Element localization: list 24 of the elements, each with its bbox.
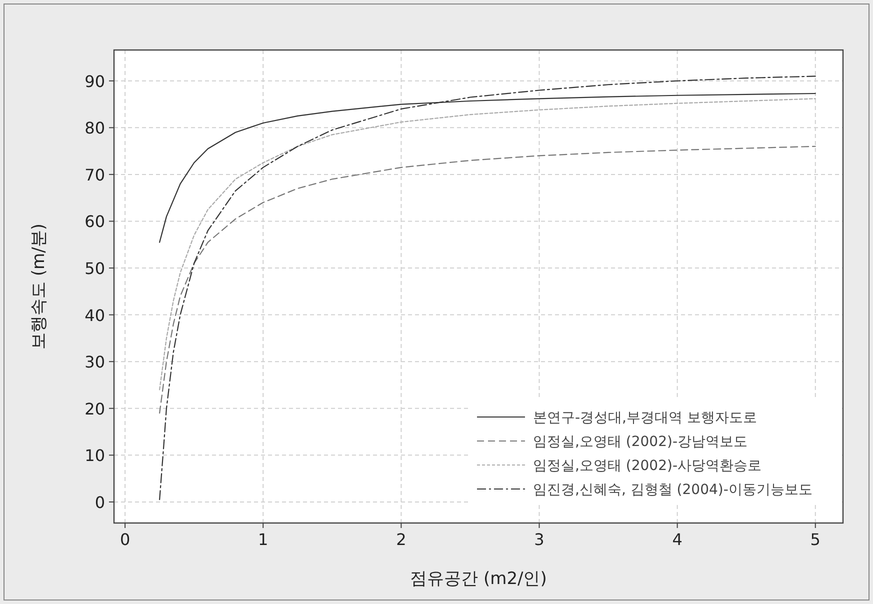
y-tick-label: 20 (84, 399, 105, 418)
y-tick-label: 90 (84, 72, 105, 91)
line-series (159, 76, 816, 500)
legend-label: 임진경,신혜숙, 김형철 (2004)-이동기능보도 (533, 482, 812, 498)
y-tick-label: 70 (84, 165, 105, 184)
y-tick-label: 60 (84, 212, 105, 232)
x-tick-label: 0 (120, 530, 130, 549)
x-tick-label: 1 (258, 530, 268, 549)
y-tick-label: 30 (84, 352, 105, 372)
y-tick-label: 50 (84, 259, 105, 278)
y-tick-label: 10 (84, 446, 105, 466)
x-axis-title: 점유공간 (m2/인) (410, 569, 547, 589)
line-series (159, 98, 816, 390)
x-tick-label: 5 (810, 530, 820, 549)
legend-label: 본연구-경성대,부경대역 보행자도로 (533, 410, 757, 426)
y-tick-label: 80 (84, 118, 105, 138)
legend-label: 임정실,오영태 (2002)-사당역환승로 (533, 458, 762, 474)
y-tick-label: 40 (84, 306, 105, 325)
y-tick-label: 0 (94, 492, 105, 512)
x-tick-label: 4 (672, 530, 682, 549)
legend-label: 임정실,오영태 (2002)-강남역보도 (533, 434, 748, 450)
x-tick-label: 3 (534, 530, 544, 549)
x-tick-label: 2 (396, 530, 406, 549)
y-axis-title: 보행속도 (m/분) (29, 224, 49, 350)
